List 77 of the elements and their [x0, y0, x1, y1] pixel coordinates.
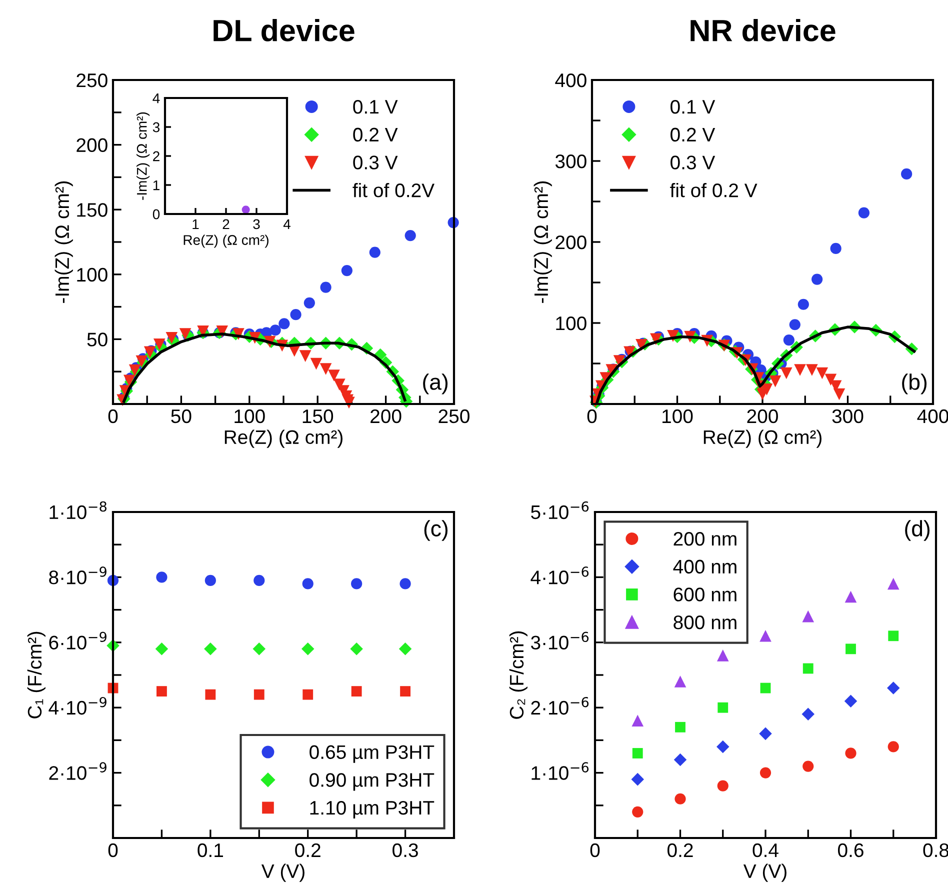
x-tick-label: 250	[438, 409, 470, 424]
y-tick-label: 4·10$^{−9}$	[48, 696, 106, 715]
y-tick-label: 8·10$^{−9}$	[49, 566, 106, 584]
x-axis-title: V (V)	[261, 864, 304, 882]
legend-label: 0.2 V	[670, 128, 716, 142]
x-tick-label: 400	[917, 409, 948, 424]
y-tick-label: 50	[87, 332, 108, 346]
legend-label: fit of 0.2V	[352, 182, 434, 198]
x-tick-label: 200	[747, 409, 778, 424]
x-tick-label: 0	[108, 843, 118, 858]
x-axis-title: Re(Z) (Ω cm²)	[224, 430, 342, 448]
legend-label: 0.1 V	[670, 100, 716, 114]
y-axis-title: -Im(Z) (Ω cm²)	[534, 181, 552, 303]
legend-label: fit of 0.2 V	[670, 182, 758, 198]
legend-label: 0.3 V	[353, 156, 398, 170]
y-tick-label: 2·10$^{−6}$	[531, 696, 589, 715]
x-tick-label: 0.2	[667, 843, 693, 858]
y-axis-title: -Im(Z) (Ω cm²)	[136, 112, 150, 200]
chart-title: DL device	[214, 18, 354, 42]
x-tick-label: 1	[192, 219, 199, 230]
x-tick-label: 100	[662, 409, 693, 424]
x-tick-label: 0.1	[198, 843, 223, 858]
y-tick-label: 300	[555, 154, 586, 168]
y-tick-label: 400	[555, 73, 586, 88]
x-tick-label: 0	[108, 409, 118, 424]
x-tick-label: 0.2	[295, 843, 320, 858]
y-tick-label: 2	[153, 151, 160, 162]
x-tick-label: 50	[171, 409, 192, 424]
y-axis-title: C₁ (F/cm²)	[27, 632, 46, 718]
legend-label: 0.3 V	[670, 156, 716, 170]
x-tick-label: 150	[302, 409, 334, 424]
x-tick-label: 4	[283, 219, 290, 230]
y-tick-label: 2·10$^{−9}$	[49, 762, 106, 780]
y-tick-label: 150	[77, 203, 108, 217]
legend-label: 800 nm	[674, 616, 736, 630]
y-tick-label: 3	[152, 122, 160, 132]
legend-label: 400 nm	[673, 560, 736, 574]
y-tick-label: 200	[76, 138, 108, 152]
y-tick-label: 1	[153, 180, 160, 190]
x-tick-label: 3	[253, 219, 260, 230]
y-tick-label: 1·10$^{−8}$	[50, 501, 106, 520]
annotation: (d)	[905, 520, 930, 541]
y-tick-label: 200	[556, 235, 586, 250]
x-tick-label: 0.4	[752, 843, 778, 858]
legend-label: 0.2 V	[353, 128, 398, 142]
legend-label: 1.10 µm P3HT	[310, 800, 434, 819]
y-tick-label: 100	[77, 268, 108, 282]
annotation: (a)	[423, 374, 448, 394]
y-tick-label: 100	[556, 316, 586, 330]
x-tick-label: 100	[234, 409, 265, 424]
y-axis-title: C₂ (F/cm²)	[509, 631, 528, 719]
annotation: (c)	[424, 520, 448, 541]
y-tick-label: 250	[76, 73, 108, 88]
x-axis-title: V (V)	[743, 864, 786, 882]
x-axis-title: Re(Z) (Ω cm²)	[184, 234, 268, 248]
legend-label: 0.1 V	[353, 100, 398, 114]
chart-title: NR device	[690, 18, 836, 42]
annotation: (b)	[902, 374, 927, 394]
y-tick-label: 6·10$^{−9}$	[49, 632, 106, 650]
y-tick-label: 4·10$^{−6}$	[530, 566, 589, 584]
x-tick-label: 300	[832, 409, 864, 424]
legend-label: 600 nm	[674, 588, 736, 602]
y-tick-label: 5·10$^{−6}$	[531, 501, 589, 520]
x-tick-label: 200	[370, 409, 402, 424]
x-tick-label: 0.6	[838, 843, 864, 858]
y-tick-label: 4	[152, 93, 160, 104]
x-tick-label: 0.3	[392, 843, 418, 858]
legend-label: 200 nm	[674, 532, 736, 546]
x-tick-label: 2	[222, 219, 230, 230]
y-axis-title: -Im(Z) (Ω cm²)	[54, 181, 73, 303]
x-tick-label: 0	[590, 843, 600, 858]
y-tick-label: 0	[152, 209, 160, 220]
x-axis-title: Re(Z) (Ω cm²)	[704, 430, 822, 448]
legend-label: 0.65 µm P3HT	[310, 745, 434, 763]
y-tick-label: 3·10$^{−6}$	[530, 632, 589, 650]
y-tick-label: 1·10$^{−6}$	[532, 762, 589, 780]
legend-label: 0.90 µm P3HT	[310, 773, 434, 791]
